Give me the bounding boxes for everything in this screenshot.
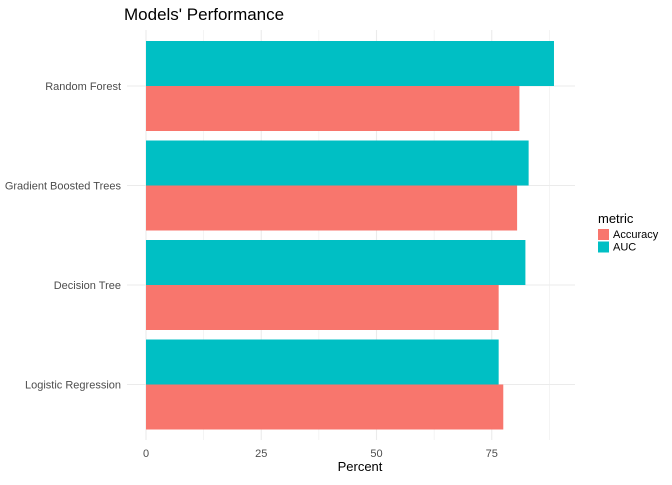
legend-label-auc: AUC (613, 242, 636, 254)
y-tick-label: Decision Tree (54, 280, 121, 292)
chart-title: Models' Performance (124, 5, 284, 24)
y-tick-label: Gradient Boosted Trees (5, 181, 122, 193)
legend-key-auc (598, 241, 609, 253)
bars (146, 41, 554, 430)
x-tick-label: 25 (255, 448, 267, 460)
bar-auc-gradient-boosted-trees (146, 140, 529, 186)
y-tick-label: Logistic Regression (25, 380, 121, 392)
x-tick-label: 75 (486, 448, 498, 460)
legend-label-accuracy: Accuracy (613, 229, 659, 241)
bar-auc-decision-tree (146, 240, 526, 285)
bar-auc-logistic-regression (146, 339, 499, 385)
x-axis-title: Percent (338, 459, 383, 474)
bar-auc-random-forest (146, 41, 554, 86)
x-tick-label: 50 (370, 448, 382, 460)
y-tick-labels: Random Forest Gradient Boosted Trees Decis… (5, 81, 122, 392)
y-tick-label: Random Forest (45, 81, 121, 93)
bar-accuracy-logistic-regression (146, 384, 504, 430)
x-tick-label: 0 (143, 448, 149, 460)
legend-key-accuracy (598, 229, 609, 240)
bar-accuracy-random-forest (146, 86, 520, 131)
legend-title: metric (598, 211, 634, 226)
x-tick-labels: 0 25 50 75 (143, 448, 498, 460)
bar-accuracy-gradient-boosted-trees (146, 185, 518, 231)
bar-accuracy-decision-tree (146, 285, 499, 330)
